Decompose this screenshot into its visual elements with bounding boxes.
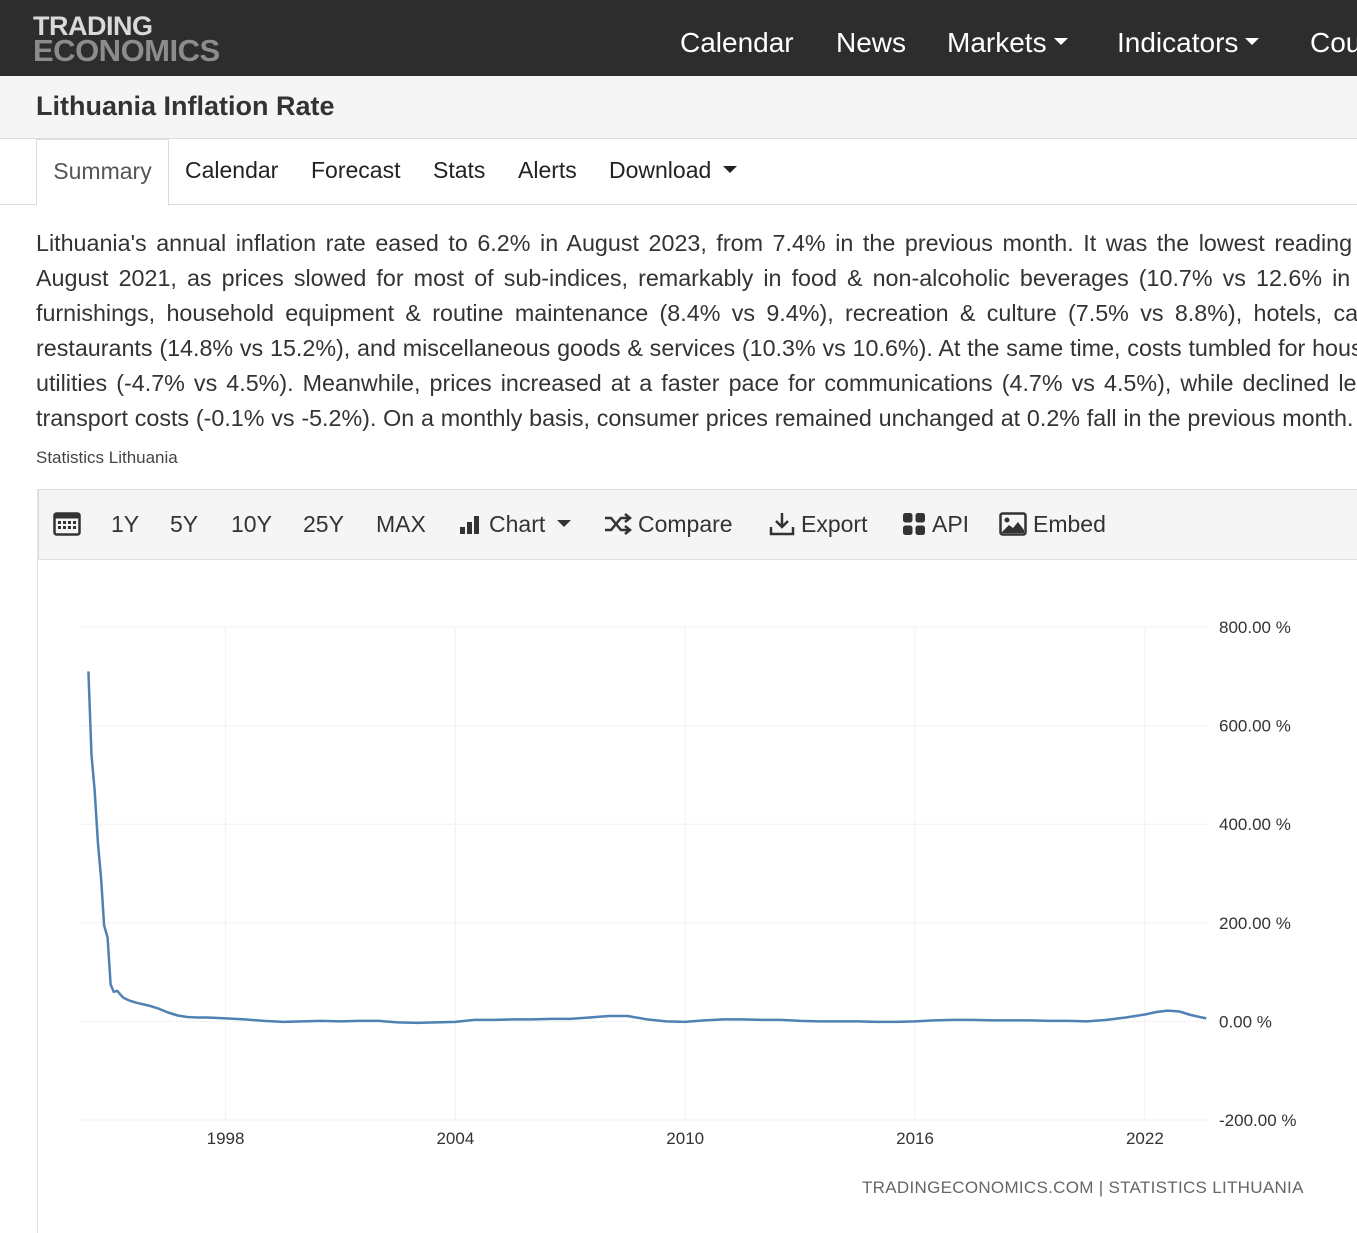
compare-button[interactable]: Compare [604,511,733,538]
summary-paragraph: Lithuania's annual inflation rate eased … [36,226,1357,475]
embed-label: Embed [1033,511,1106,537]
export-label: Export [801,511,868,537]
top-navbar: TRADING ECONOMICS Calendar News Markets … [0,0,1357,76]
trading-economics-logo[interactable]: TRADING ECONOMICS [33,11,220,68]
x-tick-label: 2022 [1126,1129,1164,1148]
series-line [87,671,1207,1025]
chevron-down-icon [1053,38,1068,46]
api-label: API [932,511,970,537]
x-tick-label: 2010 [666,1129,704,1148]
y-tick-label: 0.00 % [1219,1012,1272,1031]
y-tick-label: 400.00 % [1219,815,1291,834]
export-button[interactable]: Export [769,511,867,538]
x-tick-label: 1998 [207,1129,245,1148]
chart-panel: 1Y 5Y 10Y 25Y MAX Chart Compare Export [37,489,1357,1233]
api-button[interactable]: API [902,511,969,538]
tab-download-label: Download [609,157,712,183]
api-grid-icon [903,512,925,535]
logo-line-1: TRADING [33,11,153,41]
tab-calendar[interactable]: Calendar [185,157,279,183]
nav-markets-label: Markets [947,27,1047,58]
chart-watermark: TRADINGECONOMICS.COM | STATISTICS LITHUA… [862,1178,1304,1197]
tab-forecast[interactable]: Forecast [311,157,401,183]
logo-line-2: ECONOMICS [33,33,220,68]
nav-news[interactable]: News [836,27,907,58]
tab-download[interactable]: Download [609,157,738,184]
tab-summary[interactable]: Summary [36,139,169,206]
y-tick-label: -200.00 % [1219,1111,1297,1130]
nav-countries[interactable]: Cou [1310,27,1357,58]
calendar-range-button[interactable] [53,510,87,538]
embed-button[interactable]: Embed [999,511,1106,538]
tab-alerts[interactable]: Alerts [518,157,577,183]
indicator-tabs: Summary Calendar Forecast Stats Alerts D… [0,139,1357,206]
chevron-down-icon [1245,38,1260,46]
nav-indicators[interactable]: Indicators [1117,27,1260,59]
tab-stats[interactable]: Stats [433,157,486,183]
bar-chart-icon [460,515,479,534]
nav-indicators-label: Indicators [1117,27,1239,58]
y-tick-label: 800.00 % [1219,618,1291,637]
shuffle-icon [605,512,633,535]
nav-markets[interactable]: Markets [947,27,1068,59]
image-icon [999,512,1027,536]
chart-type-button[interactable]: Chart [459,511,572,538]
compare-label: Compare [638,511,733,537]
range-1y-button[interactable]: 1Y [111,511,140,537]
chart-type-label: Chart [489,511,546,537]
x-tick-label: 2016 [896,1129,934,1148]
download-icon [769,512,795,536]
chevron-down-icon [723,166,738,174]
page-title: Lithuania Inflation Rate [36,91,335,121]
range-5y-button[interactable]: 5Y [170,511,199,537]
range-25y-button[interactable]: 25Y [303,511,344,537]
y-tick-label: 600.00 % [1219,717,1291,736]
y-tick-label: 200.00 % [1219,914,1291,933]
summary-text: Lithuania's annual inflation rate eased … [36,230,1357,431]
chart-toolbar: 1Y 5Y 10Y 25Y MAX Chart Compare Export [38,489,1357,560]
x-tick-label: 2004 [436,1129,474,1148]
chevron-down-icon [557,520,572,528]
range-10y-button[interactable]: 10Y [231,511,272,537]
source-note: source: Statistics Lithuania [36,448,178,467]
calendar-icon [53,512,81,536]
range-max-button[interactable]: MAX [376,511,426,537]
nav-calendar[interactable]: Calendar [680,27,794,58]
title-bar: Lithuania Inflation Rate [0,76,1357,139]
